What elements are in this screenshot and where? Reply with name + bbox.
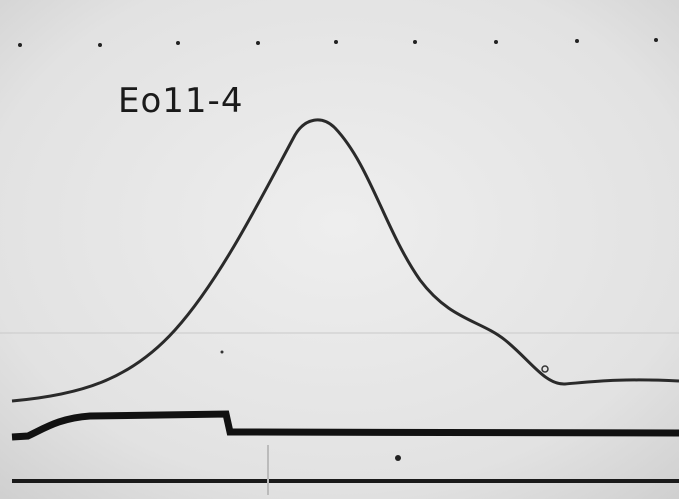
speck [395,455,401,461]
timing-dot [98,43,102,47]
timing-dots [18,38,658,47]
timing-dot [575,39,579,43]
timing-dot [413,40,417,44]
trace-label: Eo11-4 [118,81,243,121]
speck [220,350,224,354]
stimulus-trace [11,410,679,441]
timing-dot [176,41,180,45]
timing-dot [18,43,22,47]
timing-dot [654,38,658,42]
speck [541,365,549,373]
timing-dot [334,40,338,44]
timing-dot [494,40,498,44]
timing-dot [256,41,260,45]
signal-trace [11,118,679,403]
